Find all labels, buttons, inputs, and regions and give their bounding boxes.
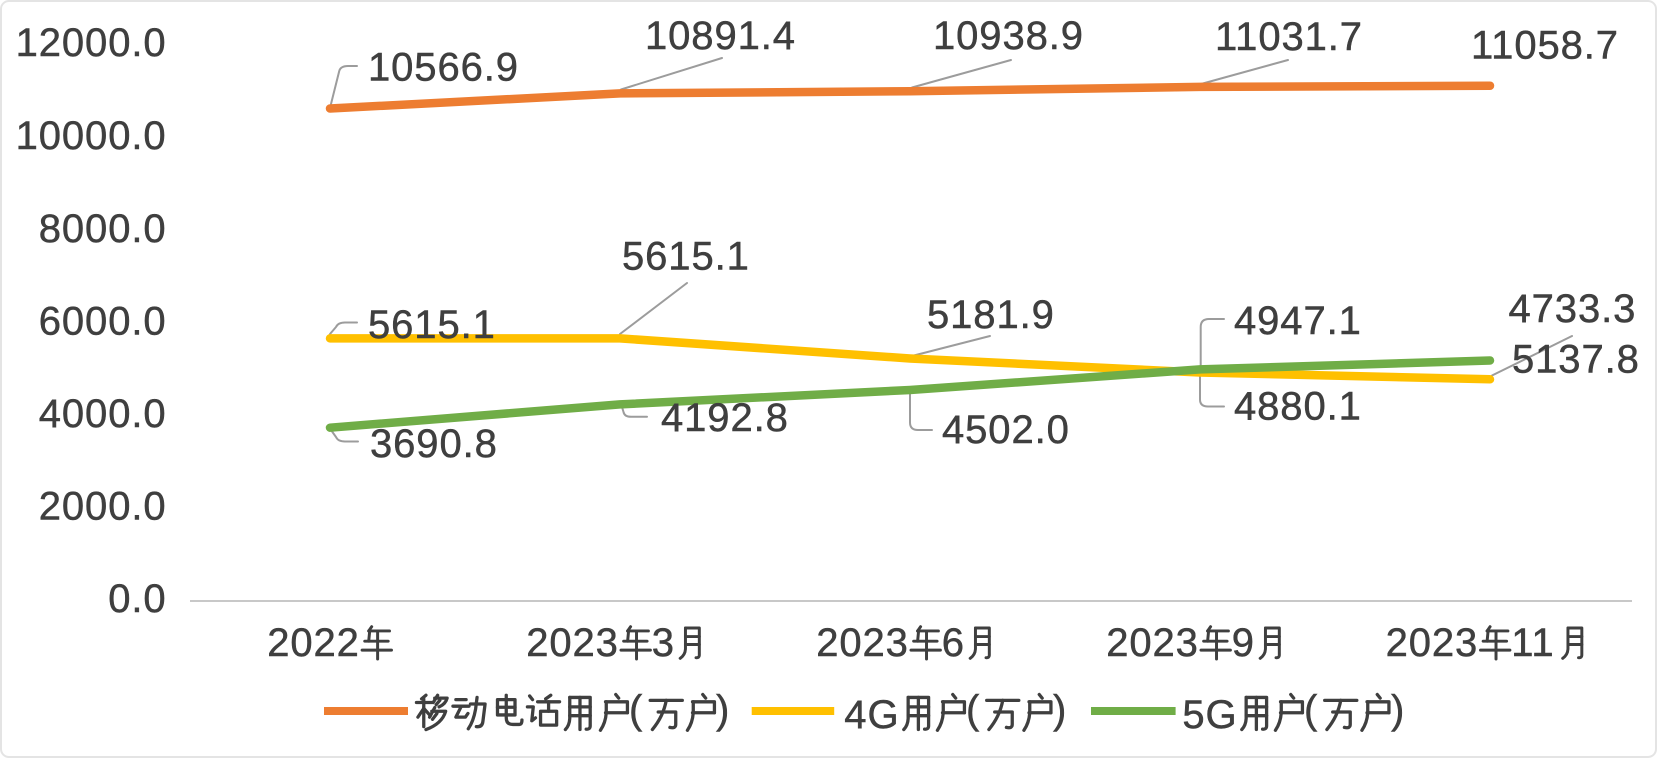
svg-text:4947.1: 4947.1 — [1234, 299, 1362, 343]
svg-text:11058.7: 11058.7 — [1471, 24, 1619, 68]
svg-text:8000.0: 8000.0 — [39, 207, 167, 251]
svg-text:4G: 4G — [844, 693, 899, 737]
svg-text:11031.7: 11031.7 — [1215, 15, 1363, 59]
svg-text:10566.9: 10566.9 — [368, 46, 519, 90]
svg-text:9: 9 — [1232, 621, 1255, 665]
svg-text:11: 11 — [1511, 621, 1554, 665]
svg-text:4880.1: 4880.1 — [1234, 385, 1362, 429]
svg-text:3: 3 — [652, 621, 675, 665]
svg-text:5G: 5G — [1182, 693, 1237, 737]
svg-text:5615.1: 5615.1 — [368, 303, 496, 347]
svg-text:4502.0: 4502.0 — [942, 408, 1070, 452]
svg-text:4000.0: 4000.0 — [39, 392, 167, 436]
svg-text:(: ( — [1304, 688, 1318, 732]
svg-text:10938.9: 10938.9 — [933, 14, 1084, 58]
svg-text:): ) — [1053, 688, 1067, 732]
svg-text:5615.1: 5615.1 — [622, 235, 750, 279]
svg-text:4192.8: 4192.8 — [661, 396, 789, 440]
svg-text:(: ( — [629, 688, 643, 732]
svg-text:0.0: 0.0 — [108, 577, 166, 621]
svg-text:2023: 2023 — [816, 621, 909, 665]
svg-text:2023: 2023 — [1386, 621, 1479, 665]
svg-text:(: ( — [966, 688, 980, 732]
svg-text:12000.0: 12000.0 — [16, 21, 167, 65]
svg-text:10891.4: 10891.4 — [645, 14, 796, 58]
svg-text:6: 6 — [942, 621, 965, 665]
svg-text:2000.0: 2000.0 — [39, 484, 167, 528]
svg-text:): ) — [1391, 688, 1405, 732]
svg-text:5181.9: 5181.9 — [927, 293, 1055, 337]
svg-text:10000.0: 10000.0 — [16, 114, 167, 158]
svg-text:2023: 2023 — [1106, 621, 1199, 665]
svg-text:3690.8: 3690.8 — [370, 422, 498, 466]
svg-text:4733.3: 4733.3 — [1509, 287, 1637, 331]
svg-text:2023: 2023 — [526, 621, 619, 665]
svg-text:2022: 2022 — [267, 621, 360, 665]
svg-text:6000.0: 6000.0 — [39, 299, 167, 343]
svg-text:): ) — [716, 688, 730, 732]
svg-text:5137.8: 5137.8 — [1512, 338, 1640, 382]
